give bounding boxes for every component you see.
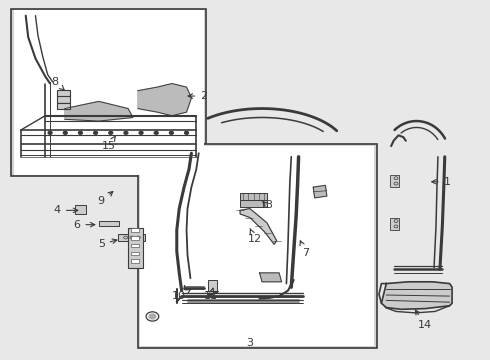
Circle shape	[78, 131, 82, 134]
Text: 11: 11	[204, 288, 218, 301]
Circle shape	[185, 131, 189, 134]
Bar	[390, 175, 399, 187]
Circle shape	[48, 131, 52, 134]
Circle shape	[170, 131, 173, 134]
Polygon shape	[138, 84, 192, 116]
Bar	[138, 144, 376, 348]
Polygon shape	[65, 102, 133, 121]
Bar	[118, 234, 145, 241]
Text: 14: 14	[416, 310, 432, 330]
Text: 1: 1	[432, 177, 451, 187]
Text: 6: 6	[74, 220, 95, 230]
Text: 12: 12	[247, 229, 262, 244]
Bar	[57, 103, 70, 109]
Polygon shape	[260, 273, 282, 282]
Polygon shape	[313, 185, 327, 198]
Circle shape	[139, 131, 143, 134]
Text: 2: 2	[188, 91, 207, 101]
Bar	[57, 90, 70, 96]
Polygon shape	[240, 208, 277, 244]
Bar	[130, 244, 139, 247]
Text: 3: 3	[246, 338, 253, 347]
Text: 13: 13	[260, 200, 274, 210]
Bar	[128, 228, 143, 267]
Bar	[75, 205, 86, 214]
Circle shape	[109, 131, 113, 134]
Circle shape	[94, 131, 98, 134]
Bar	[130, 259, 139, 263]
Bar	[240, 201, 267, 207]
Bar	[57, 95, 70, 103]
Text: 15: 15	[101, 136, 116, 151]
Bar	[140, 146, 374, 346]
Bar	[14, 10, 203, 175]
Bar	[130, 236, 139, 239]
Bar	[208, 280, 217, 291]
Polygon shape	[381, 282, 452, 309]
Text: 8: 8	[51, 77, 64, 90]
Text: 7: 7	[300, 241, 310, 258]
Text: 4: 4	[54, 205, 78, 215]
Circle shape	[149, 314, 156, 319]
Text: 10: 10	[172, 289, 192, 301]
Bar	[11, 9, 206, 176]
Bar	[130, 228, 139, 232]
Text: 9: 9	[98, 192, 113, 206]
Text: 5: 5	[98, 239, 117, 249]
Circle shape	[63, 131, 67, 134]
Circle shape	[124, 131, 128, 134]
Bar	[99, 221, 119, 226]
Bar	[240, 193, 267, 200]
Bar	[390, 217, 399, 230]
Bar	[130, 252, 139, 255]
Circle shape	[154, 131, 158, 134]
